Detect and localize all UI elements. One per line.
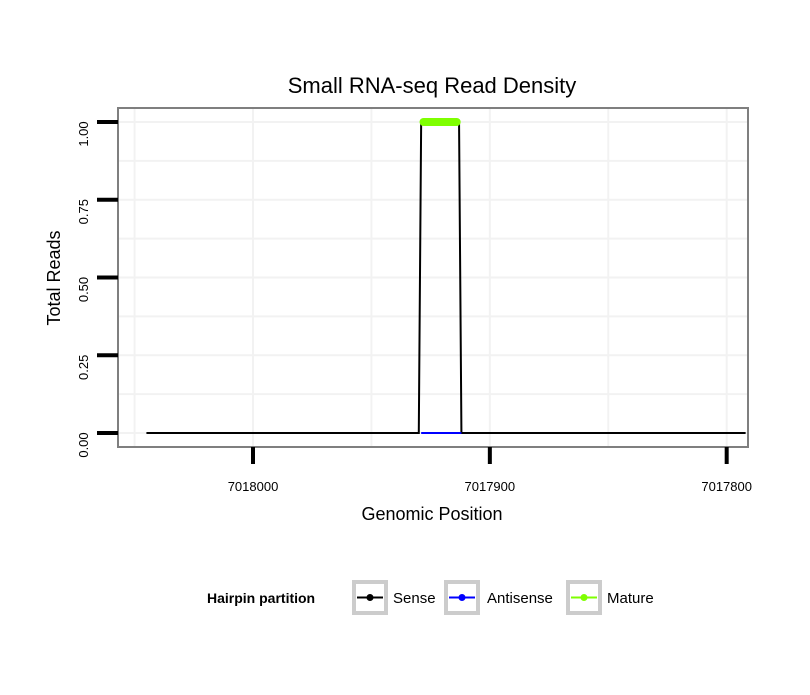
legend-title: Hairpin partition [207, 590, 315, 606]
legend-key-point [458, 594, 466, 601]
x-tick-label: 7017900 [465, 479, 516, 494]
y-tick-label: 0.25 [76, 355, 91, 380]
legend-label-antisense: Antisense [487, 590, 553, 607]
legend-key-point [580, 594, 588, 601]
legend-label-sense: Sense [393, 590, 436, 607]
x-tick-label: 7017800 [701, 479, 752, 494]
y-tick-label: 0.00 [76, 432, 91, 457]
x-axis: 7018000 7017900 7017800 [228, 447, 752, 494]
y-axis-title: Total Reads [44, 230, 64, 325]
legend: Hairpin partition Sense Antisense Mature [207, 580, 654, 615]
x-axis-title: Genomic Position [361, 504, 502, 524]
y-tick-label: 1.00 [76, 121, 91, 146]
y-axis: 0.00 0.25 0.50 0.75 1.00 [76, 119, 118, 458]
legend-label-mature: Mature [607, 590, 654, 607]
chart-title: Small RNA-seq Read Density [288, 73, 577, 98]
y-tick-label: 0.75 [76, 199, 91, 224]
x-tick-label: 7018000 [228, 479, 279, 494]
legend-key-point [366, 594, 374, 601]
y-tick-label: 0.50 [76, 277, 91, 302]
series-layer [146, 118, 746, 434]
